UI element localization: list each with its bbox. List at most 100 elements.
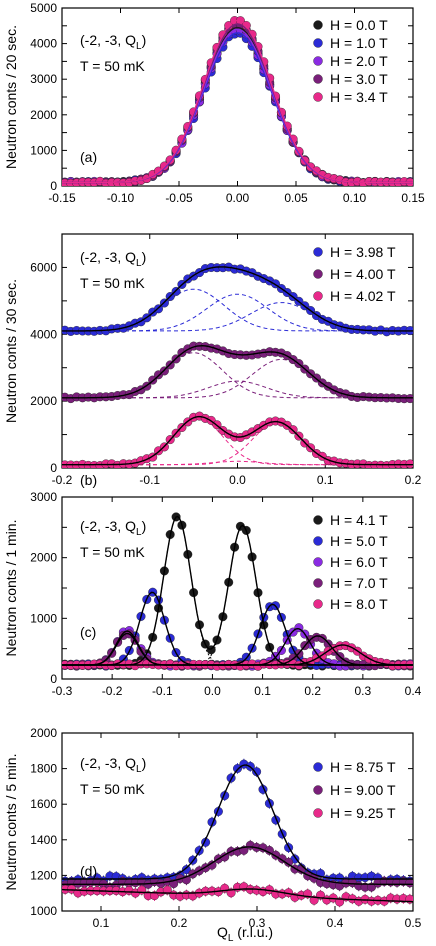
data-point (405, 459, 413, 468)
data-point (367, 882, 377, 892)
panel-d: 0.1 0.2 0.3 0.4 0.5 1000 1200 1400 1600 1800 2000 N… (3, 726, 422, 930)
x-tick-label: 0.3 (355, 684, 372, 698)
x-tick-label: -0.3 (52, 684, 73, 698)
y-axis-label: Neutron conts / 1 min. (3, 520, 19, 657)
y-tick-label: 4000 (30, 37, 57, 51)
y-tick-label: 3000 (30, 490, 57, 504)
legend-label: H = 4.1 T (330, 512, 388, 528)
legend-marker (313, 762, 323, 772)
x-tick-label: -0.2 (52, 473, 73, 487)
plot-frame (61, 732, 414, 912)
x-tick-label: 0.15 (401, 191, 425, 205)
y-tick-label: 1000 (30, 143, 57, 157)
x-tick-label: 0.00 (226, 191, 250, 205)
fit-line (62, 415, 413, 466)
annotation-q-prefix: (-2, -3, Q (80, 755, 136, 771)
x-tick-label: 0.4 (327, 916, 344, 930)
legend-label: H = 7.0 T (330, 575, 388, 591)
y-tick-label: 1400 (30, 833, 57, 847)
annotation-q-suffix: ) (142, 755, 147, 771)
annotation-temperature: T = 50 mK (80, 781, 145, 797)
x-tick-label: 0.05 (284, 191, 308, 205)
legend-label: H = 2.0 T (330, 53, 388, 69)
annotation-q-prefix: (-2, -3, Q (80, 32, 136, 48)
legend-label: H = 3.98 T (330, 244, 396, 260)
y-tick-label: 0 (50, 672, 57, 686)
x-tick-label: 0.3 (249, 916, 266, 930)
y-axis-label: Neutron conts / 20 sec. (3, 25, 19, 169)
plot-area (62, 16, 413, 186)
x-axis-label: QL (r.l.u.) (217, 924, 273, 944)
legend-label: H = 9.25 T (330, 805, 396, 821)
legend-marker (313, 269, 323, 279)
data-point (232, 764, 242, 774)
panel-label: (a) (80, 149, 97, 165)
legend-marker (313, 20, 323, 30)
annotation-q: (-2, -3, QL) (80, 249, 146, 269)
data-point (405, 878, 413, 888)
y-tick-label: 1000 (30, 904, 57, 918)
data-point (162, 885, 172, 895)
data-point (252, 767, 262, 777)
legend-marker (313, 808, 323, 818)
y-tick-label: 2000 (30, 394, 57, 408)
annotation-q-sub: L (136, 41, 142, 52)
panel-a: -0.15 -0.10 -0.05 0.00 0.05 0.10 0.15 0 1000 2000… (3, 1, 425, 205)
x-tick-label: 0.2 (304, 684, 321, 698)
legend-label: H = 0.0 T (330, 17, 388, 33)
component-fit-line (62, 352, 413, 399)
annotation-q-sub: L (136, 527, 142, 538)
y-tick-label: 1800 (30, 762, 57, 776)
y-tick-label: 2000 (30, 726, 57, 740)
annotation-temperature: T = 50 mK (80, 275, 145, 291)
plot-area (62, 512, 413, 671)
legend-marker (313, 557, 323, 567)
annotation-q-sub: L (136, 764, 142, 775)
legend-marker (313, 291, 323, 301)
y-tick-label: 1200 (30, 868, 57, 882)
y-axis-label: Neutron conts / 30 sec. (3, 279, 19, 423)
legend-label: H = 9.00 T (330, 782, 396, 798)
data-point (171, 286, 181, 296)
x-tick-label: -0.10 (107, 191, 135, 205)
x-axis-label-unit: (r.l.u.) (233, 924, 273, 940)
y-tick-label: 0 (50, 461, 57, 475)
x-tick-label: 0.0 (229, 473, 246, 487)
x-tick-label: 0.1 (317, 473, 334, 487)
legend-label: H = 4.02 T (330, 288, 396, 304)
fit-line (62, 764, 413, 880)
fit-line (62, 888, 413, 903)
legend-label: H = 3.0 T (330, 71, 388, 87)
y-tick-label: 6000 (30, 260, 57, 274)
plot-area (62, 758, 413, 908)
legend-label: H = 4.00 T (330, 266, 396, 282)
component-fit-line (62, 358, 413, 399)
legend-label: H = 6.0 T (330, 554, 388, 570)
fit-line (62, 344, 413, 399)
legend-marker (313, 56, 323, 66)
legend-label: H = 8.0 T (330, 596, 388, 612)
legend-marker (313, 74, 323, 84)
data-point (181, 865, 191, 875)
panel-label: (b) (80, 472, 97, 488)
legend-marker (313, 92, 323, 102)
legend-marker (313, 515, 323, 525)
y-tick-label: 5000 (30, 1, 57, 15)
legend-marker (313, 578, 323, 588)
annotation-q-suffix: ) (142, 32, 147, 48)
y-tick-label: 2000 (30, 108, 57, 122)
component-fit-line (62, 417, 413, 466)
annotation-q: (-2, -3, QL) (80, 518, 146, 538)
x-tick-label: -0.1 (139, 473, 160, 487)
panel-label: (d) (80, 863, 97, 879)
legend-marker (313, 247, 323, 257)
x-tick-label: 0.0 (204, 684, 221, 698)
plot-area (62, 262, 413, 468)
x-tick-label: 0.10 (343, 191, 367, 205)
x-tick-label: -0.15 (48, 191, 76, 205)
panel-label: (c) (80, 624, 96, 640)
annotation-temperature: T = 50 mK (80, 58, 145, 74)
annotation-q-suffix: ) (142, 518, 147, 534)
fit-line (62, 19, 413, 184)
